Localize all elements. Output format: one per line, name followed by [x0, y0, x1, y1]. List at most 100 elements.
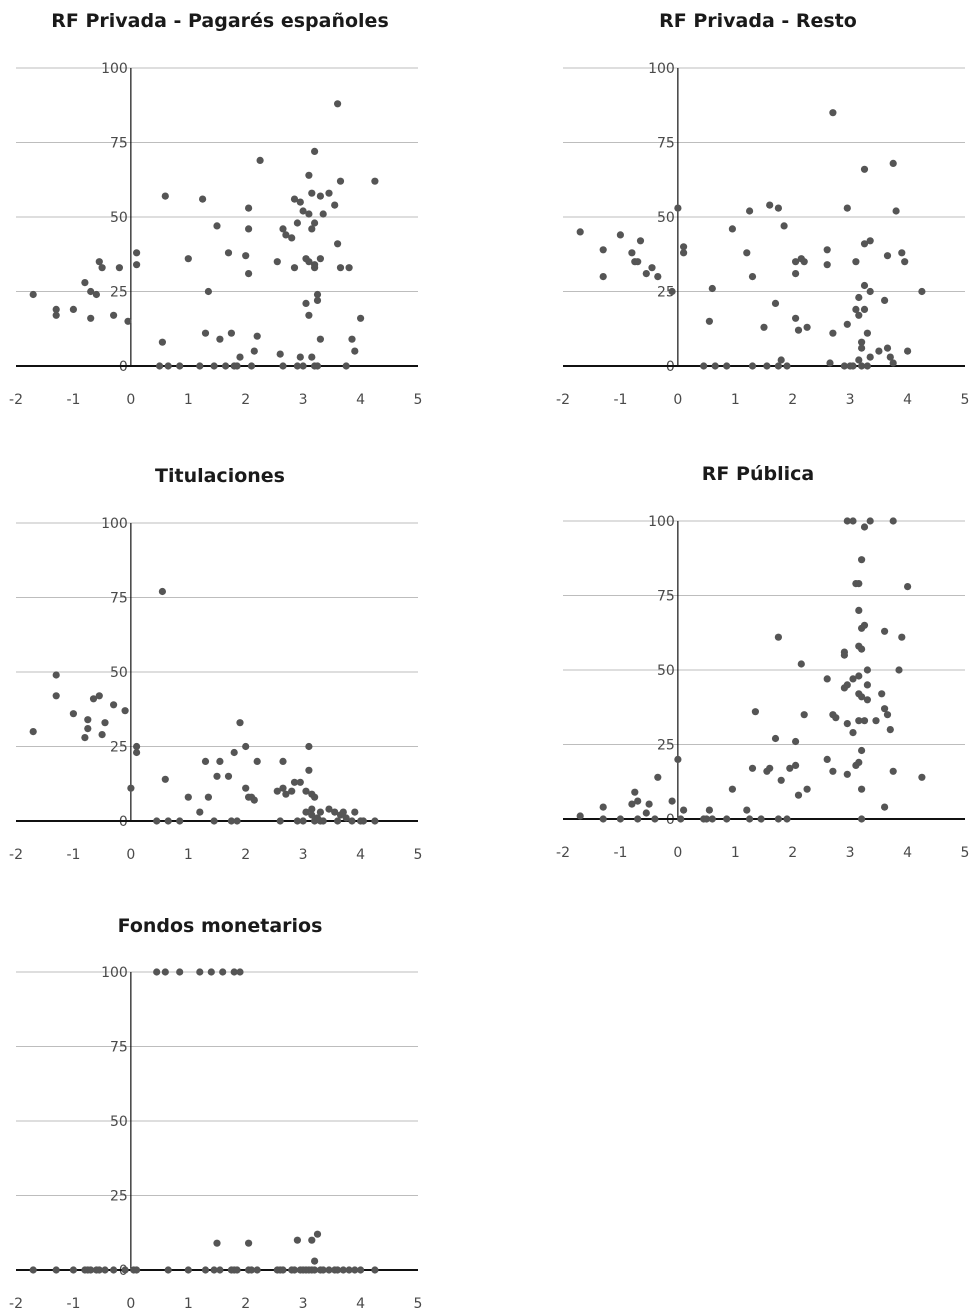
data-point	[184, 793, 192, 801]
data-point	[334, 817, 342, 825]
data-point	[253, 757, 261, 765]
data-point	[52, 311, 60, 319]
data-point	[840, 362, 848, 370]
data-point	[863, 681, 871, 689]
y-tick-label: 50	[110, 210, 128, 226]
y-tick-label: 75	[657, 589, 675, 605]
data-point	[892, 207, 900, 215]
data-point	[371, 177, 379, 185]
data-point	[276, 817, 284, 825]
data-point	[308, 189, 316, 197]
data-point	[311, 264, 319, 272]
x-tick-label: 4	[356, 392, 365, 408]
x-tick-label: 2	[788, 845, 797, 861]
data-point	[95, 1266, 103, 1274]
chart-title: Titulaciones	[155, 465, 285, 487]
data-point	[316, 192, 324, 200]
chart-title: RF Privada - Resto	[659, 10, 857, 32]
data-point	[648, 264, 656, 272]
data-point	[680, 243, 688, 251]
x-tick-label: 5	[414, 1296, 423, 1312]
data-point	[279, 784, 287, 792]
data-point	[858, 338, 866, 346]
data-point	[216, 335, 224, 343]
data-point	[889, 359, 897, 367]
data-point	[668, 797, 676, 805]
data-point	[302, 808, 310, 816]
data-point	[296, 353, 304, 361]
data-point	[98, 264, 106, 272]
data-point	[253, 332, 261, 340]
data-point	[680, 806, 688, 814]
y-tick-label: 50	[657, 210, 675, 226]
y-tick-label: 100	[101, 965, 128, 981]
x-tick-label: 3	[299, 392, 308, 408]
data-point	[121, 707, 129, 715]
data-point	[858, 785, 866, 793]
data-point	[631, 788, 639, 796]
data-point	[319, 1266, 327, 1274]
data-point	[110, 1266, 118, 1274]
data-point	[184, 255, 192, 263]
x-tick-label: -2	[9, 1296, 23, 1312]
data-point	[290, 195, 299, 203]
data-point	[849, 675, 857, 683]
data-point	[371, 817, 379, 825]
data-point	[576, 228, 584, 236]
data-point	[210, 1266, 218, 1274]
data-point	[311, 147, 319, 155]
data-point	[766, 201, 774, 209]
data-point	[357, 314, 365, 322]
data-point	[210, 362, 218, 370]
data-point	[654, 273, 662, 281]
data-point	[889, 159, 897, 167]
data-point	[858, 815, 866, 823]
data-point	[858, 693, 866, 701]
x-tick-label: 2	[241, 847, 250, 863]
data-point	[351, 808, 359, 816]
data-point	[843, 204, 851, 212]
data-point	[628, 249, 636, 257]
x-tick-label: 2	[241, 392, 250, 408]
data-point	[634, 258, 642, 266]
data-point	[849, 517, 857, 525]
data-point	[642, 270, 650, 278]
data-point	[866, 353, 874, 361]
data-point	[843, 681, 851, 689]
data-point	[728, 785, 736, 793]
data-point	[334, 240, 342, 248]
data-point	[866, 237, 874, 245]
data-point	[748, 362, 757, 370]
data-point	[290, 264, 299, 272]
data-point	[826, 359, 834, 367]
data-point	[872, 717, 880, 725]
data-point	[855, 311, 863, 319]
data-point	[792, 270, 800, 278]
x-tick-label: 2	[241, 1296, 250, 1312]
data-point	[674, 204, 682, 212]
data-point	[797, 660, 805, 668]
data-point	[792, 258, 800, 266]
data-point	[886, 353, 894, 361]
data-point	[69, 710, 77, 718]
data-point	[746, 207, 754, 215]
data-point	[863, 696, 871, 704]
x-tick-label: -1	[613, 392, 627, 408]
data-point	[81, 734, 89, 742]
x-tick-label: 3	[299, 847, 308, 863]
data-point	[855, 606, 863, 614]
x-tick-label: 2	[788, 392, 797, 408]
data-point	[886, 726, 894, 734]
data-point	[81, 279, 89, 287]
data-point	[161, 968, 169, 976]
data-point	[201, 1266, 210, 1274]
data-point	[95, 692, 103, 700]
data-point	[115, 264, 123, 272]
data-point	[860, 717, 869, 725]
data-point	[242, 784, 250, 792]
data-point	[345, 264, 353, 272]
data-point	[279, 757, 287, 765]
data-point	[334, 100, 342, 108]
data-point	[331, 201, 339, 209]
x-tick-label: -2	[9, 847, 23, 863]
